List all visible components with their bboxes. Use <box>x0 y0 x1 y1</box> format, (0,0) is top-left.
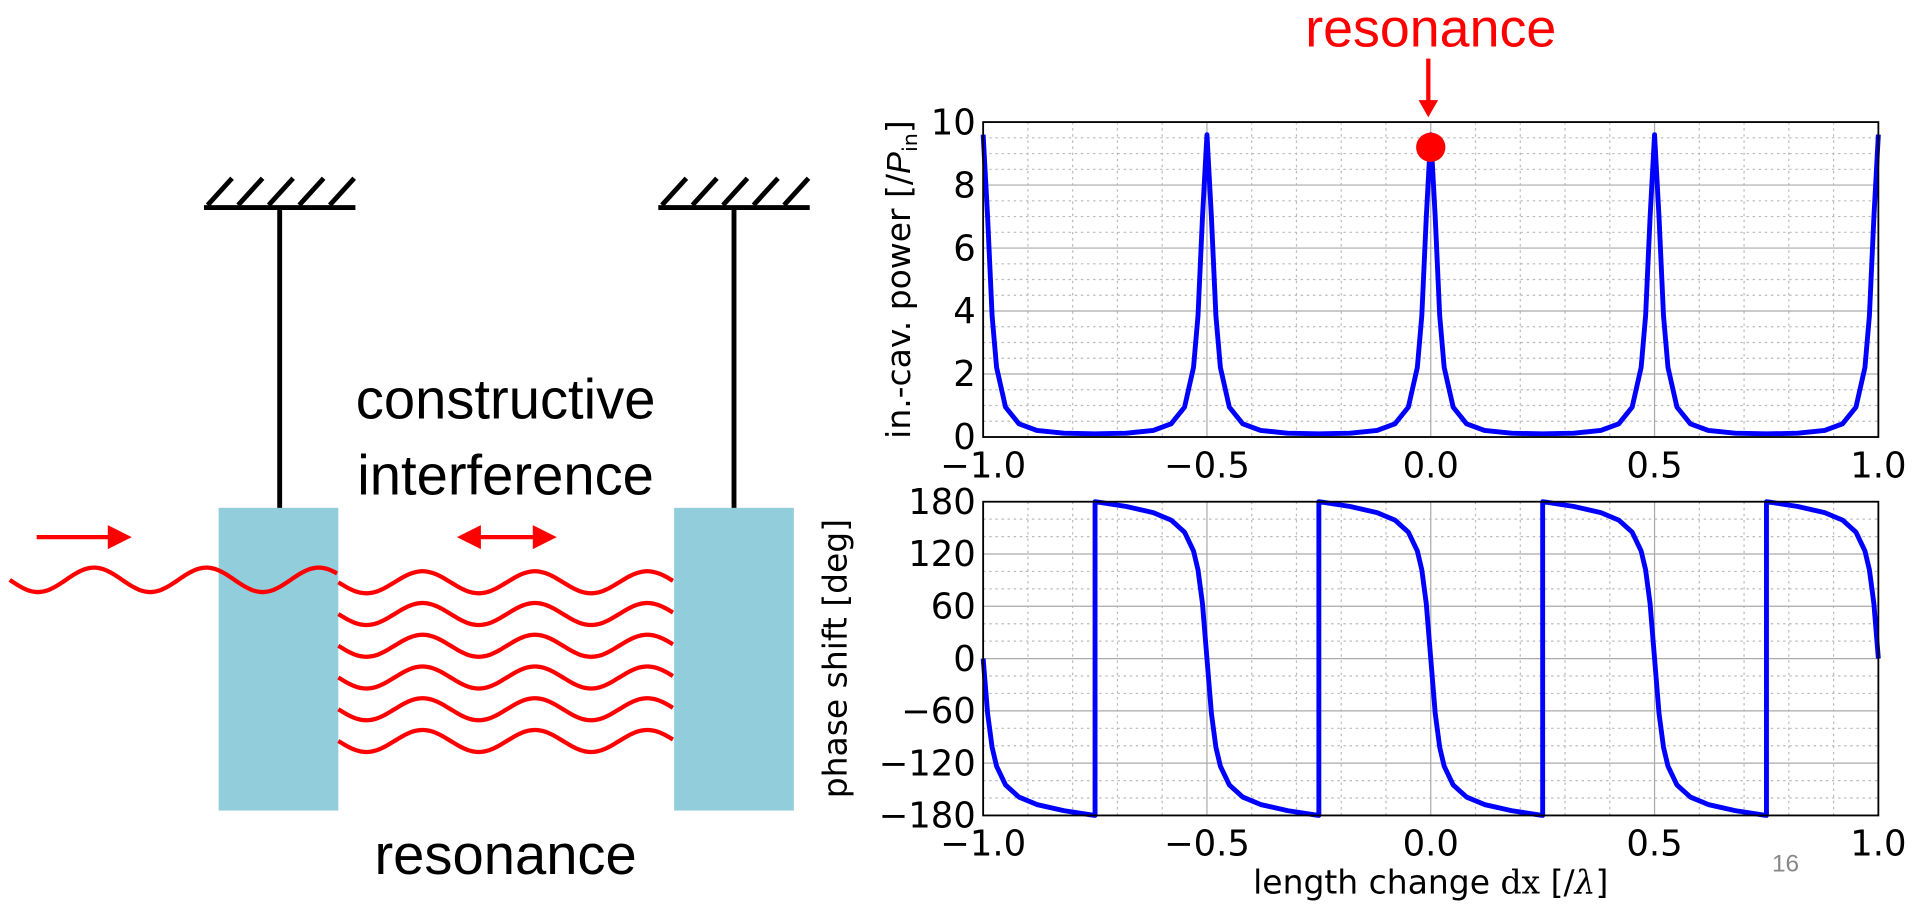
diagram-text: constructive <box>356 368 656 431</box>
y-tick-label: 10 <box>931 102 976 143</box>
wave <box>337 632 675 659</box>
arrows <box>36 525 557 550</box>
label-part: phase shift [deg] <box>815 519 854 798</box>
label-part: ] <box>1596 863 1609 902</box>
annotation-arrow-head <box>1418 100 1439 118</box>
y-tick-label: 0 <box>953 639 976 680</box>
y-tick-label: 120 <box>908 534 976 575</box>
label-part: in <box>898 133 922 152</box>
annotation-marker <box>1416 132 1446 162</box>
mirror <box>218 507 339 811</box>
page-number: 16 <box>1772 851 1799 878</box>
x-tick-label: 0.5 <box>1626 824 1682 865</box>
arrow-head <box>107 525 132 550</box>
x-tick-label: −0.5 <box>1164 445 1250 486</box>
y-tick-label: −60 <box>901 691 976 732</box>
y-tick-label: 60 <box>931 587 976 628</box>
annotation-text: resonance <box>1305 0 1556 58</box>
label-part: dx <box>1500 863 1540 902</box>
y-tick-label: −120 <box>879 743 976 784</box>
hatch <box>205 176 356 207</box>
x-axis-label: length change dx [/λ] <box>1253 863 1608 902</box>
label-part: λ <box>1573 863 1596 902</box>
y-tick-label: 0 <box>953 417 976 458</box>
label-part: length change <box>1253 863 1500 902</box>
y-axis-label: phase shift [deg] <box>815 519 854 798</box>
label-part: ] <box>879 120 918 133</box>
wave <box>337 696 675 723</box>
wave <box>337 569 675 596</box>
wave <box>337 727 675 755</box>
diagram-text: interference <box>357 443 654 506</box>
x-tick-label: 0.5 <box>1626 445 1682 486</box>
y-tick-label: 6 <box>953 228 976 269</box>
x-tick-label: −1.0 <box>940 824 1026 865</box>
y-tick-label: 180 <box>908 482 976 523</box>
label-part: [/ <box>1540 863 1575 902</box>
plot-frame <box>982 500 1880 817</box>
data-line <box>980 499 1881 818</box>
y-tick-label: −180 <box>879 796 976 837</box>
y-axis-label: in.-cav. power [/Pin] <box>879 120 922 439</box>
cavity-diagram <box>203 176 811 510</box>
mirror <box>674 507 794 811</box>
label-part: in.-cav. power [/ <box>879 173 918 439</box>
wave <box>337 664 675 691</box>
y-tick-label: 2 <box>953 354 976 395</box>
y-tick-label: 4 <box>953 291 976 332</box>
light-waves <box>8 565 675 755</box>
hatch <box>660 176 811 207</box>
plot-frame <box>982 121 1880 438</box>
x-tick-label: 0.0 <box>1403 824 1459 865</box>
wave <box>337 600 675 628</box>
x-tick-label: 0.0 <box>1403 445 1459 486</box>
diagram-caption: resonance <box>374 823 636 886</box>
x-tick-label: −1.0 <box>940 445 1026 486</box>
x-tick-label: 1.0 <box>1850 445 1906 486</box>
y-tick-label: 8 <box>953 165 976 206</box>
wave <box>8 565 339 595</box>
label-part: P <box>880 152 917 174</box>
x-tick-label: 1.0 <box>1850 824 1906 865</box>
arrow-head <box>456 525 557 550</box>
x-tick-label: −0.5 <box>1164 824 1250 865</box>
chart: −1.0 −0.5 0.0 0.5 1.0 −180 −120 −60 0 60 120 180 pha… <box>815 482 1906 902</box>
